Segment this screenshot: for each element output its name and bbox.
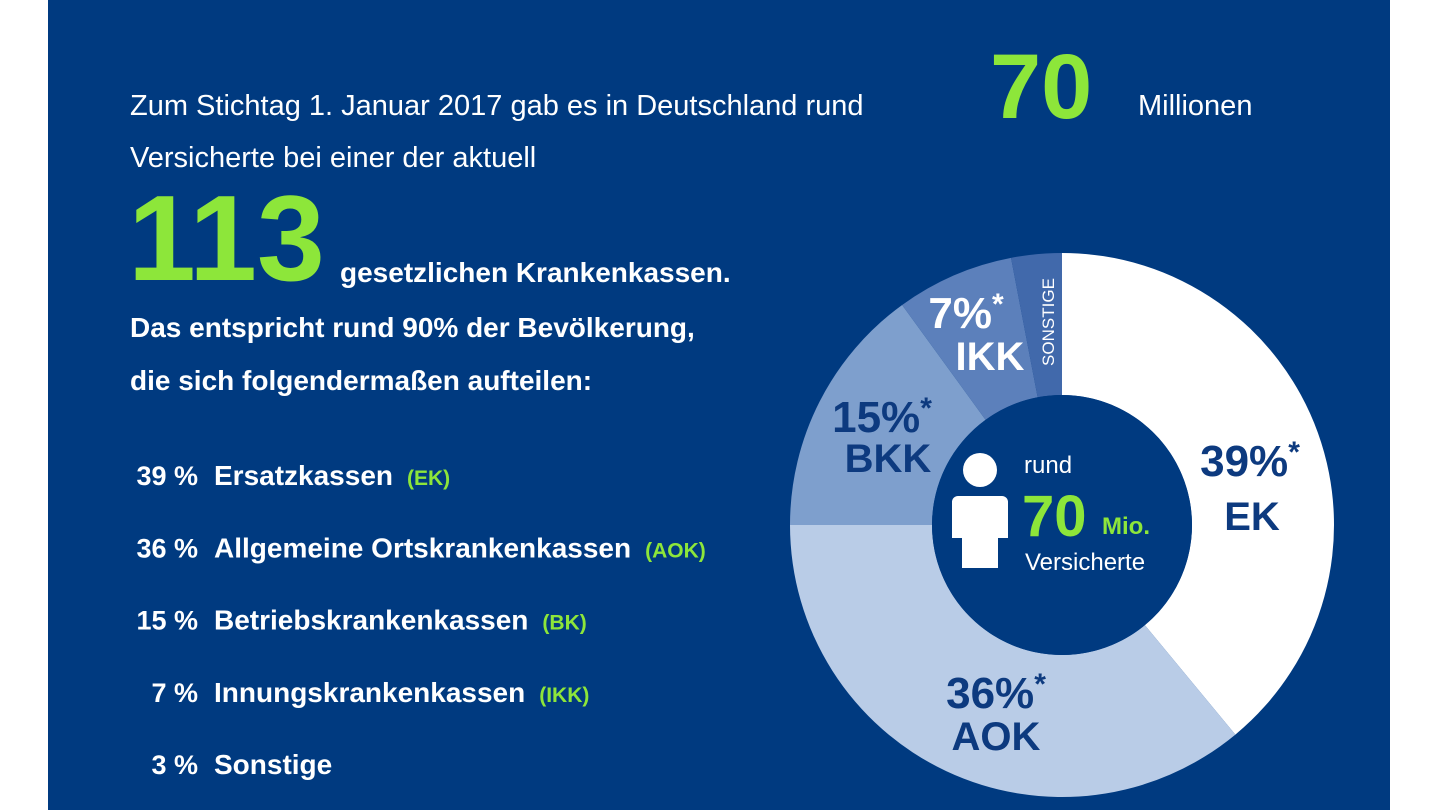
center-caption: Versicherte	[1025, 549, 1145, 576]
list-name: Allgemeine Ortskrankenkassen	[214, 532, 631, 563]
headline-count: 113	[128, 170, 325, 306]
list-abbr: (BK)	[542, 612, 586, 635]
slice-name: SONSTIGE	[1039, 278, 1058, 366]
slice-value: 7%	[928, 289, 992, 338]
list-share: 7 %	[151, 678, 198, 708]
slice-value-label: 7%*	[928, 288, 1004, 338]
headline-number: 70	[990, 36, 1092, 138]
headline-line: Zum Stichtag 1. Januar 2017 gab es in De…	[130, 90, 864, 122]
list-share: 15 %	[136, 606, 198, 636]
slice-value: 15%	[832, 393, 920, 442]
list-name: Sonstige	[214, 749, 332, 780]
footnote-marker: *	[992, 288, 1004, 321]
headline-line: Versicherte bei einer der aktuell	[130, 142, 536, 174]
slice-name: EK	[1224, 495, 1280, 539]
headline-line: gesetzlichen Krankenkassen.	[340, 257, 731, 288]
list-name: Innungskrankenkassen	[214, 677, 525, 708]
list-share: 3 %	[151, 750, 198, 780]
donut-slice	[790, 304, 986, 525]
list-name: Betriebskrankenkassen	[214, 605, 528, 636]
slice-value-label: 36%*	[946, 668, 1046, 718]
footnote-marker: *	[1034, 668, 1046, 701]
list-name: Ersatzkassen	[214, 460, 393, 491]
slice-name: AOK	[952, 715, 1041, 759]
donut-slice	[902, 257, 1038, 420]
footnote-marker: *	[920, 392, 932, 425]
slice-value-label: 15%*	[832, 392, 932, 442]
headline-line: die sich folgendermaßen aufteilen:	[130, 365, 592, 396]
headline-line: Millionen	[1138, 90, 1252, 122]
center-unit: Mio.	[1102, 513, 1150, 540]
center-label: rund 70 Mio. Versicherte	[952, 452, 1150, 576]
list-item: Innungskrankenkassen (IKK)	[214, 677, 589, 708]
donut-slice	[1062, 253, 1334, 735]
headline-line: Das entspricht rund 90% der Bevölkerung,	[130, 312, 695, 343]
center-number: 70	[1022, 484, 1087, 549]
slice-name: IKK	[956, 335, 1025, 379]
slice-name: BKK	[845, 437, 932, 481]
list-share: 36 %	[136, 533, 198, 563]
donut-slice	[790, 525, 1236, 797]
slice-value: 36%	[946, 669, 1034, 718]
list-abbr: (AOK)	[645, 539, 706, 562]
donut-hole	[932, 395, 1192, 655]
center-prefix: rund	[1024, 452, 1072, 479]
person-icon-head	[963, 453, 997, 487]
list-item: Allgemeine Ortskrankenkassen (AOK)	[214, 532, 706, 563]
list-item: Sonstige	[214, 749, 332, 780]
slice-value: 39%	[1200, 437, 1288, 486]
list-abbr: (IKK)	[539, 684, 589, 707]
list-share: 39 %	[136, 461, 198, 491]
list-abbr: (EK)	[407, 467, 450, 490]
donut-slice	[1011, 253, 1062, 398]
footnote-marker: *	[1288, 436, 1300, 469]
list-item: Betriebskrankenkassen (BK)	[214, 605, 587, 636]
share-list: 39 % Ersatzkassen (EK) 36 % Allgemeine Ortsk…	[136, 460, 705, 780]
list-item: Ersatzkassen (EK)	[214, 460, 450, 491]
slice-value-label: 39%*	[1200, 436, 1300, 486]
person-icon-body	[952, 496, 1008, 568]
